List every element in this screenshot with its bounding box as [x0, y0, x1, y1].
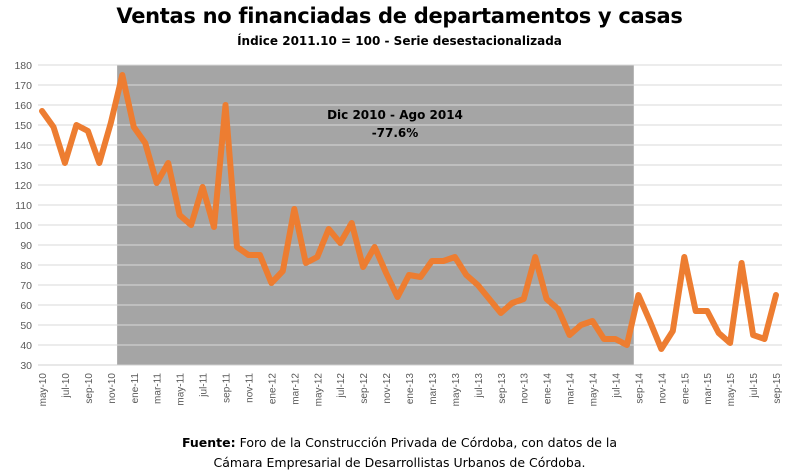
source-note: Fuente: Foro de la Construcción Privada …	[0, 433, 799, 473]
gridlines	[38, 64, 782, 366]
x-tick-label: mar-12	[290, 373, 301, 405]
y-tick-label: 140	[14, 140, 32, 152]
x-tick-label: nov-13	[520, 373, 531, 404]
x-tick-label: jul-11	[199, 373, 210, 398]
shaded-period-change: -77.6%	[371, 126, 419, 140]
source-line-2: Cámara Empresarial de Desarrollistas Urb…	[213, 455, 586, 470]
x-tick-label: ene-11	[130, 373, 141, 404]
y-tick-label: 130	[14, 160, 32, 172]
x-tick-label: ene-14	[543, 373, 554, 405]
shaded-period-label: Dic 2010 - Ago 2014	[327, 108, 463, 122]
x-tick-label: nov-11	[244, 373, 255, 403]
x-tick-label: nov-14	[657, 373, 668, 404]
x-tick-label: may-15	[726, 373, 737, 407]
y-tick-label: 90	[20, 240, 32, 252]
y-tick-label: 50	[20, 320, 32, 332]
y-tick-label: 70	[20, 280, 32, 292]
series-layer	[39, 72, 779, 352]
x-tick-label: mar-11	[153, 373, 164, 404]
y-tick-label: 170	[14, 80, 32, 92]
line-chart: 30 40 50 60 70 80 90 100 110 120 130 140 150 160 170 18…	[14, 60, 783, 407]
x-tick-label: nov-10	[107, 373, 118, 404]
chart-title: Ventas no financiadas de departamentos y…	[116, 4, 683, 28]
x-tick-label: ene-15	[680, 373, 691, 405]
y-tick-label: 40	[20, 340, 32, 352]
chart-subtitle: Índice 2011.10 = 100 - Serie desestacion…	[237, 34, 562, 48]
x-tick-label: sep-15	[772, 373, 783, 404]
x-tick-label: mar-14	[566, 373, 577, 405]
y-tick-label: 80	[20, 260, 32, 272]
y-tick-label: 150	[14, 120, 32, 132]
x-tick-label: may-14	[589, 373, 600, 407]
x-tick-label: mar-15	[703, 373, 714, 405]
x-tick-label: ene-13	[405, 373, 416, 405]
x-tick-label: may-10	[38, 373, 49, 407]
shaded-period	[117, 65, 634, 365]
y-axis-ticks: 30 40 50 60 70 80 90 100 110 120 130 140 150 160 170 18…	[14, 60, 32, 372]
y-tick-label: 30	[20, 360, 32, 372]
x-tick-label: may-13	[451, 373, 462, 407]
y-tick-label: 100	[14, 220, 32, 232]
x-tick-label: may-12	[313, 373, 324, 407]
shaded-period-layer	[117, 65, 634, 365]
y-tick-label: 180	[14, 60, 32, 72]
x-tick-label: sep-13	[497, 373, 508, 404]
y-tick-label: 110	[15, 200, 32, 212]
x-tick-label: jul-14	[611, 373, 622, 399]
x-tick-label: jul-12	[336, 373, 347, 399]
x-tick-label: sep-11	[222, 373, 233, 403]
source-line-1: Foro de la Construcción Privada de Córdo…	[239, 435, 618, 450]
x-tick-label: sep-14	[634, 373, 645, 404]
x-tick-label: may-11	[176, 373, 187, 406]
x-tick-label: ene-12	[267, 373, 278, 405]
x-tick-label: sep-10	[84, 373, 95, 404]
x-tick-label: nov-12	[382, 373, 393, 404]
x-tick-label: jul-13	[474, 373, 485, 399]
source-label: Fuente:	[181, 435, 236, 450]
x-tick-label: jul-15	[749, 373, 760, 399]
y-tick-label: 60	[20, 300, 32, 312]
x-tick-label: sep-12	[359, 373, 370, 404]
y-tick-label: 120	[14, 180, 32, 192]
y-tick-label: 160	[14, 100, 32, 112]
x-axis-ticks: may-10 jul-10 sep-10 nov-10 ene-11 mar-11 may-…	[38, 373, 783, 407]
x-tick-label: jul-10	[61, 373, 72, 399]
x-tick-label: mar-13	[428, 373, 439, 405]
